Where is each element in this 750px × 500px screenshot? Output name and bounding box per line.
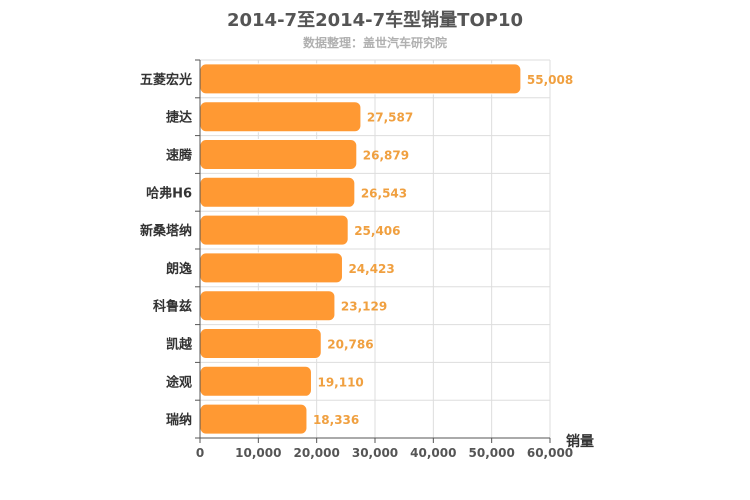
bar[interactable] (199, 101, 362, 133)
data-label: 20,786 (327, 338, 373, 352)
category-label: 五菱宏光 (140, 72, 192, 88)
bar[interactable] (199, 290, 336, 322)
category-label: 凯越 (166, 337, 193, 353)
category-label: 科鲁兹 (153, 299, 192, 315)
data-label: 55,008 (527, 73, 573, 87)
x-tick-label: 50,000 (469, 446, 515, 460)
category-label: 瑞纳 (166, 412, 192, 428)
category-label: 捷达 (166, 110, 192, 126)
bar[interactable] (199, 403, 308, 435)
category-label: 朗逸 (166, 261, 192, 277)
category-label: 新桑塔纳 (140, 223, 192, 239)
data-label: 18,336 (313, 413, 359, 427)
bar[interactable] (199, 63, 522, 95)
data-label: 27,587 (367, 111, 413, 125)
data-label: 23,129 (341, 300, 387, 314)
data-label: 26,879 (363, 149, 409, 163)
category-label: 途观 (166, 374, 192, 390)
chart-title: 2014-7至2014-7车型销量TOP10 (226, 10, 523, 31)
bars (199, 63, 522, 435)
bar[interactable] (199, 214, 349, 246)
bar[interactable] (199, 365, 312, 397)
labels: 五菱宏光 55,008 捷达 27,587 速腾 26,879 哈弗H6 26,543 新桑塔纳… (140, 72, 594, 460)
bar[interactable] (199, 328, 322, 359)
category-label: 哈弗H6 (146, 185, 192, 201)
bar[interactable] (199, 139, 358, 170)
x-tick-label: 30,000 (352, 446, 398, 460)
data-label: 24,423 (348, 262, 394, 276)
data-label: 19,110 (317, 375, 363, 389)
bar[interactable] (199, 252, 343, 284)
grid-lines (200, 59, 551, 438)
category-label: 速腾 (166, 148, 193, 164)
x-tick-label: 20,000 (294, 446, 340, 460)
x-tick-label: 10,000 (235, 446, 281, 460)
x-tick-label: 60,000 (527, 446, 573, 460)
x-axis-title: 销量 (566, 433, 594, 450)
axes (195, 59, 551, 443)
x-tick-label: 0 (196, 446, 204, 460)
data-label: 26,543 (361, 186, 407, 200)
chart-subtitle: 数据整理：盖世汽车研究院 (302, 36, 447, 50)
x-tick-label: 40,000 (410, 446, 456, 460)
data-label: 25,406 (354, 224, 400, 238)
bar[interactable] (199, 176, 356, 208)
